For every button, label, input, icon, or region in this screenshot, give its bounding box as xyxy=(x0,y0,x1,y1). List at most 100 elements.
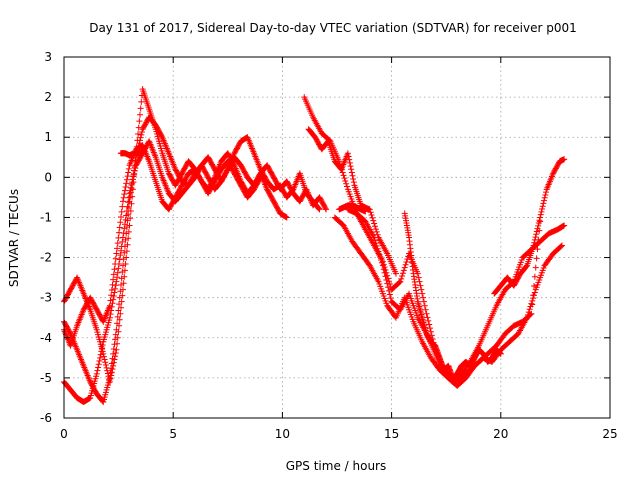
data-point xyxy=(138,98,145,105)
data-point xyxy=(539,203,546,210)
data-point xyxy=(113,278,120,285)
data-point xyxy=(109,366,116,373)
data-point xyxy=(102,359,109,366)
data-point xyxy=(257,174,264,181)
data-point xyxy=(398,275,405,282)
data-point xyxy=(116,322,123,329)
data-point xyxy=(117,252,124,259)
data-point xyxy=(420,294,427,301)
data-point xyxy=(342,177,349,184)
data-point xyxy=(123,208,130,215)
data-point xyxy=(110,359,117,366)
data-point xyxy=(121,191,128,198)
y-tick-label: 1 xyxy=(44,130,52,144)
data-point xyxy=(378,256,385,263)
data-point xyxy=(117,219,124,226)
data-point xyxy=(400,267,407,274)
data-point xyxy=(121,221,128,228)
data-point xyxy=(108,292,115,299)
data-point xyxy=(134,137,141,144)
data-point xyxy=(497,350,504,357)
data-point xyxy=(534,225,541,232)
data-point xyxy=(112,331,119,338)
data-point xyxy=(362,208,369,215)
data-point xyxy=(347,163,354,170)
data-point xyxy=(93,370,100,377)
data-point xyxy=(123,254,130,261)
data-point xyxy=(377,254,384,261)
data-point xyxy=(539,206,546,213)
data-point xyxy=(530,242,537,249)
data-point xyxy=(117,310,124,317)
data-point xyxy=(543,189,550,196)
data-point xyxy=(95,361,102,368)
y-tick-label: -1 xyxy=(40,210,52,224)
x-axis-label: GPS time / hours xyxy=(286,459,387,473)
data-point xyxy=(529,301,536,308)
data-point xyxy=(367,209,374,216)
y-tick-label: -2 xyxy=(40,251,52,265)
data-point xyxy=(114,274,121,281)
data-point xyxy=(384,280,391,287)
x-tick-label: 25 xyxy=(602,427,617,441)
data-point xyxy=(536,217,543,224)
data-point xyxy=(528,310,535,317)
data-point xyxy=(114,334,121,341)
data-point xyxy=(348,169,355,176)
data-point xyxy=(136,118,143,125)
data-point xyxy=(95,364,102,371)
data-point xyxy=(403,258,410,265)
data-point xyxy=(94,367,101,374)
data-point xyxy=(115,328,122,335)
data-point xyxy=(372,240,379,247)
data-point xyxy=(523,263,530,270)
data-point xyxy=(114,245,121,252)
data-point xyxy=(98,348,105,355)
data-point xyxy=(530,292,537,299)
data-point xyxy=(374,231,381,238)
data-point xyxy=(369,214,376,221)
data-point xyxy=(386,291,393,298)
data-point xyxy=(341,175,348,182)
data-point xyxy=(123,212,130,219)
data-point xyxy=(128,200,135,207)
data-point xyxy=(533,255,540,262)
y-tick-label: -6 xyxy=(40,411,52,425)
data-point xyxy=(561,156,568,163)
series-9 xyxy=(305,126,399,277)
data-point xyxy=(126,222,133,229)
data-point xyxy=(561,222,568,229)
data-point xyxy=(131,167,138,174)
data-point xyxy=(526,306,533,313)
data-point xyxy=(118,247,125,254)
data-point xyxy=(121,273,128,280)
data-point xyxy=(421,302,428,309)
data-point xyxy=(112,255,119,262)
x-tick-label: 15 xyxy=(384,427,399,441)
data-point xyxy=(119,238,126,245)
data-point xyxy=(385,287,392,294)
data-point xyxy=(114,340,121,347)
data-point xyxy=(535,220,542,227)
data-point xyxy=(111,266,118,273)
data-point xyxy=(375,248,382,255)
data-point xyxy=(379,262,386,269)
data-point xyxy=(104,370,111,377)
data-point xyxy=(123,180,130,187)
data-point xyxy=(537,211,544,218)
data-point xyxy=(125,199,132,206)
data-point xyxy=(373,228,380,235)
data-point xyxy=(106,302,113,309)
data-point xyxy=(350,179,357,186)
data-point xyxy=(383,277,390,284)
data-point xyxy=(116,316,123,323)
data-points xyxy=(61,86,568,405)
data-point xyxy=(106,314,113,321)
data-point xyxy=(420,298,427,305)
data-point xyxy=(376,251,383,258)
data-point xyxy=(127,215,134,222)
data-point xyxy=(419,290,426,297)
data-point xyxy=(109,281,116,288)
y-tick-label: 0 xyxy=(44,170,52,184)
data-point xyxy=(113,250,120,257)
